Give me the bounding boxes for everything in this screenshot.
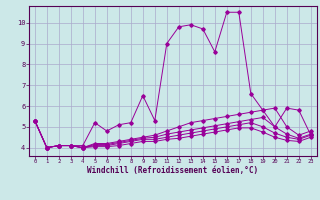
X-axis label: Windchill (Refroidissement éolien,°C): Windchill (Refroidissement éolien,°C) [87,166,258,175]
